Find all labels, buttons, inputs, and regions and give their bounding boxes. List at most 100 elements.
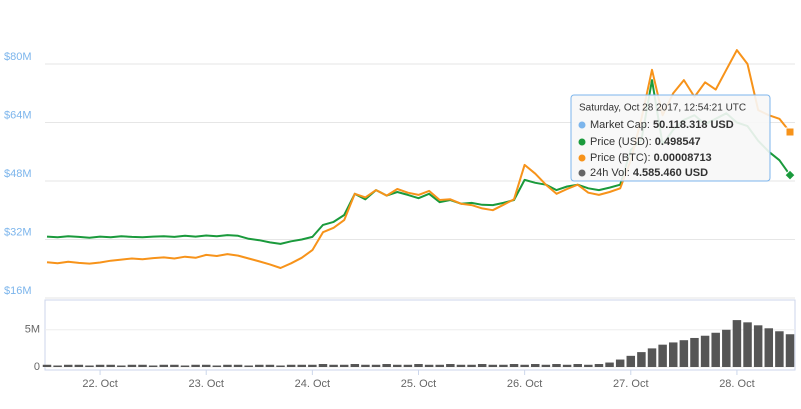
volume-bar bbox=[63, 364, 73, 367]
volume-bar bbox=[361, 364, 370, 367]
volume-bar bbox=[435, 364, 444, 367]
volume-bar bbox=[350, 364, 360, 367]
volume-bar bbox=[191, 364, 200, 367]
volume-bar bbox=[732, 320, 742, 367]
volume-bar bbox=[626, 355, 636, 367]
volume-bar bbox=[456, 364, 466, 367]
volume-bar bbox=[509, 364, 519, 367]
volume-bar bbox=[700, 335, 710, 367]
volume-bar bbox=[552, 364, 561, 367]
volume-bar bbox=[106, 364, 115, 367]
volume-bar bbox=[53, 365, 62, 367]
volume-bar bbox=[488, 364, 498, 367]
x-tick-label: 26. Oct bbox=[507, 378, 542, 390]
volume-bar bbox=[74, 364, 84, 367]
tooltip-title: Saturday, Oct 28 2017, 12:54:21 UTC bbox=[579, 103, 746, 114]
x-tick-label: 22. Oct bbox=[82, 378, 117, 390]
volume-bar bbox=[95, 364, 105, 367]
volume-bar bbox=[276, 365, 285, 367]
volume-bar bbox=[424, 364, 434, 367]
y-tick-label: 5M bbox=[25, 324, 40, 336]
volume-bar bbox=[127, 364, 137, 367]
volume-bar bbox=[775, 331, 784, 367]
volume-bar bbox=[117, 365, 126, 367]
volume-bar bbox=[159, 364, 169, 367]
volume-bar bbox=[170, 364, 179, 367]
volume-panel: 0 5M bbox=[25, 299, 796, 373]
y-tick-label: $80M bbox=[4, 51, 32, 63]
hover-marker bbox=[785, 127, 795, 137]
volume-bar bbox=[753, 325, 763, 367]
volume-bar bbox=[764, 328, 774, 367]
volume-bar bbox=[679, 340, 689, 367]
hover-marker bbox=[784, 169, 796, 181]
volume-bar bbox=[414, 364, 423, 367]
volume-bar bbox=[477, 364, 487, 367]
volume-bar bbox=[255, 364, 264, 367]
volume-bar bbox=[148, 365, 158, 367]
grid: $16M $32M $48M $64M $80M 22. Oct 23. Oct 24. Oc… bbox=[4, 51, 795, 390]
volume-bar bbox=[329, 364, 338, 367]
volume-bar bbox=[637, 352, 646, 367]
volume-bar bbox=[690, 337, 699, 367]
volume-bar bbox=[573, 364, 582, 367]
volume-bar bbox=[647, 348, 657, 367]
x-tick-label: 28. Oct bbox=[719, 378, 754, 390]
y-tick-label: $32M bbox=[4, 226, 32, 238]
volume-bar bbox=[722, 329, 731, 367]
volume-bar bbox=[233, 364, 243, 367]
volume-bar bbox=[382, 364, 391, 367]
y-tick-label: 0 bbox=[34, 361, 40, 373]
volume-bar bbox=[711, 332, 720, 367]
volume-bar bbox=[180, 365, 190, 367]
volume-bar bbox=[584, 364, 593, 367]
volume-bar bbox=[668, 342, 678, 367]
x-tick-label: 25. Oct bbox=[401, 378, 436, 390]
volume-bar bbox=[658, 344, 667, 367]
tooltip-label: Price (BTC): 0.00008713 bbox=[590, 152, 712, 164]
volume-bar bbox=[339, 364, 349, 367]
legend-dot bbox=[578, 121, 586, 129]
volume-bar bbox=[467, 364, 476, 367]
volume-bar bbox=[265, 364, 275, 367]
volume-bar bbox=[403, 364, 413, 367]
tooltip-label: Price (USD): 0.498547 bbox=[590, 136, 701, 148]
legend-dot bbox=[578, 169, 586, 177]
volume-bar bbox=[785, 334, 795, 367]
volume-bar bbox=[541, 364, 551, 367]
x-tick-label: 23. Oct bbox=[188, 378, 223, 390]
volume-bar bbox=[743, 322, 752, 367]
y-tick-label: $48M bbox=[4, 168, 32, 180]
volume-bar bbox=[138, 364, 147, 367]
tooltip-label: 24h Vol: 4.585.460 USD bbox=[590, 167, 708, 179]
x-tick-label: 27. Oct bbox=[613, 378, 648, 390]
legend-dot bbox=[578, 138, 586, 146]
volume-bar bbox=[531, 364, 540, 367]
volume-bar bbox=[318, 364, 328, 367]
volume-bar bbox=[42, 364, 52, 367]
y-tick-label: $64M bbox=[4, 109, 32, 121]
volume-bar bbox=[605, 362, 614, 367]
volume-bar bbox=[499, 364, 508, 367]
volume-bar bbox=[308, 364, 317, 367]
legend-dot bbox=[578, 154, 586, 162]
volume-bar bbox=[286, 364, 296, 367]
volume-bar bbox=[212, 365, 222, 367]
volume-bar bbox=[393, 364, 402, 367]
tooltip-box bbox=[570, 94, 771, 182]
tooltip: Saturday, Oct 28 2017, 12:54:21 UTC Mark… bbox=[570, 94, 771, 182]
x-tick-label: 24. Oct bbox=[295, 378, 330, 390]
volume-bar bbox=[201, 364, 211, 367]
volume-bar bbox=[244, 365, 253, 367]
volume-bar bbox=[297, 364, 306, 367]
volume-bar bbox=[615, 359, 625, 367]
volume-bar bbox=[562, 364, 572, 367]
tooltip-label: Market Cap: 50.118.318 USD bbox=[590, 119, 734, 131]
panel-border bbox=[44, 299, 796, 371]
volume-bar bbox=[446, 364, 455, 367]
volume-bar bbox=[85, 365, 94, 367]
volume-bar bbox=[520, 364, 529, 367]
volume-bar bbox=[371, 364, 381, 367]
